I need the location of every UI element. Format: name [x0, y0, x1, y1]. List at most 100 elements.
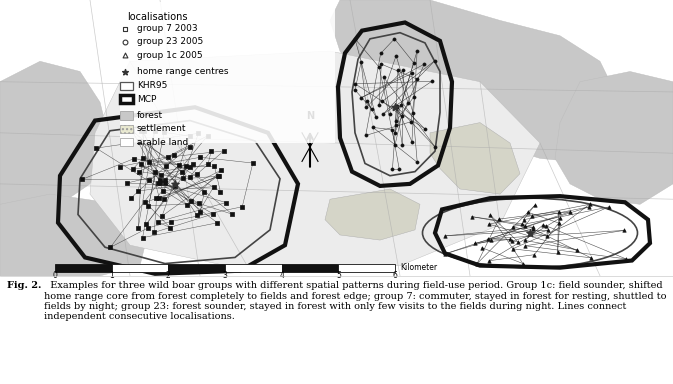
Text: Examples for three wild boar groups with different spatial patterns during field: Examples for three wild boar groups with… [44, 281, 666, 321]
Point [127, 166, 138, 172]
Point [507, 238, 518, 244]
Point [485, 212, 495, 218]
Point [209, 184, 219, 190]
Point [149, 229, 160, 235]
Point [385, 111, 396, 117]
Polygon shape [90, 51, 540, 271]
Point [367, 124, 378, 131]
Point [227, 211, 238, 217]
Point [349, 36, 360, 42]
Point [77, 176, 88, 182]
Point [483, 221, 494, 227]
Point [553, 220, 564, 226]
Point [133, 188, 143, 194]
Point [391, 53, 402, 59]
Point [174, 162, 184, 168]
Point [520, 237, 530, 243]
Point [493, 216, 504, 222]
Point [528, 226, 538, 232]
Point [166, 218, 176, 225]
Point [215, 167, 226, 174]
Point [153, 180, 164, 186]
Bar [120, 125, 133, 133]
Point [520, 223, 530, 230]
Point [215, 189, 225, 195]
Point [541, 223, 552, 229]
Point [565, 209, 575, 215]
Point [419, 126, 430, 132]
Text: group 7 2003: group 7 2003 [137, 24, 198, 33]
Polygon shape [555, 71, 673, 204]
Point [155, 177, 166, 184]
Text: 3: 3 [223, 271, 227, 280]
Point [553, 248, 563, 255]
Point [621, 256, 631, 262]
Point [391, 118, 402, 124]
Point [237, 204, 248, 210]
Point [466, 214, 477, 220]
Point [469, 240, 480, 247]
Point [394, 166, 404, 172]
Point [538, 222, 548, 228]
Point [143, 203, 154, 209]
Point [192, 170, 203, 177]
Point [518, 217, 529, 223]
Bar [120, 2, 335, 143]
Point [472, 260, 483, 266]
Text: Kilometer: Kilometer [400, 263, 437, 272]
Point [208, 211, 219, 217]
Bar [168, 263, 225, 272]
Point [412, 48, 423, 54]
Point [387, 166, 398, 172]
Bar [112, 263, 168, 272]
Point [618, 227, 629, 233]
Text: arable land: arable land [137, 137, 188, 147]
Point [120, 25, 131, 31]
Point [120, 52, 131, 58]
Point [134, 137, 145, 144]
Text: 5: 5 [336, 271, 341, 280]
Point [193, 200, 204, 207]
Point [176, 169, 187, 175]
Point [184, 144, 195, 150]
Text: 4: 4 [279, 271, 284, 280]
Point [396, 102, 406, 108]
Point [141, 221, 151, 227]
Text: 6: 6 [392, 271, 398, 280]
Point [193, 130, 204, 136]
Point [525, 230, 536, 236]
Point [248, 160, 258, 166]
Bar [120, 138, 133, 146]
Text: 2: 2 [166, 271, 171, 280]
Point [180, 163, 191, 169]
Point [429, 58, 440, 64]
Point [170, 183, 180, 189]
Point [406, 139, 417, 145]
Point [583, 204, 594, 210]
Point [439, 233, 450, 239]
Text: localisations: localisations [127, 12, 188, 22]
Point [115, 164, 126, 170]
Point [476, 245, 487, 251]
Point [356, 59, 367, 65]
Point [212, 220, 223, 226]
Point [366, 106, 377, 112]
Text: home range centres: home range centres [137, 67, 229, 76]
Point [390, 142, 400, 148]
Point [159, 196, 170, 202]
Bar [282, 263, 339, 272]
Point [572, 247, 583, 253]
Point [486, 237, 497, 243]
Text: 1: 1 [109, 271, 114, 280]
Point [409, 60, 419, 66]
Text: N: N [306, 111, 314, 121]
Point [152, 219, 163, 225]
Point [390, 130, 400, 136]
Text: MCP: MCP [137, 94, 156, 104]
Point [209, 164, 220, 170]
Point [160, 180, 171, 187]
Point [507, 223, 518, 230]
Point [409, 94, 419, 100]
Point [214, 173, 225, 179]
Point [584, 201, 595, 207]
